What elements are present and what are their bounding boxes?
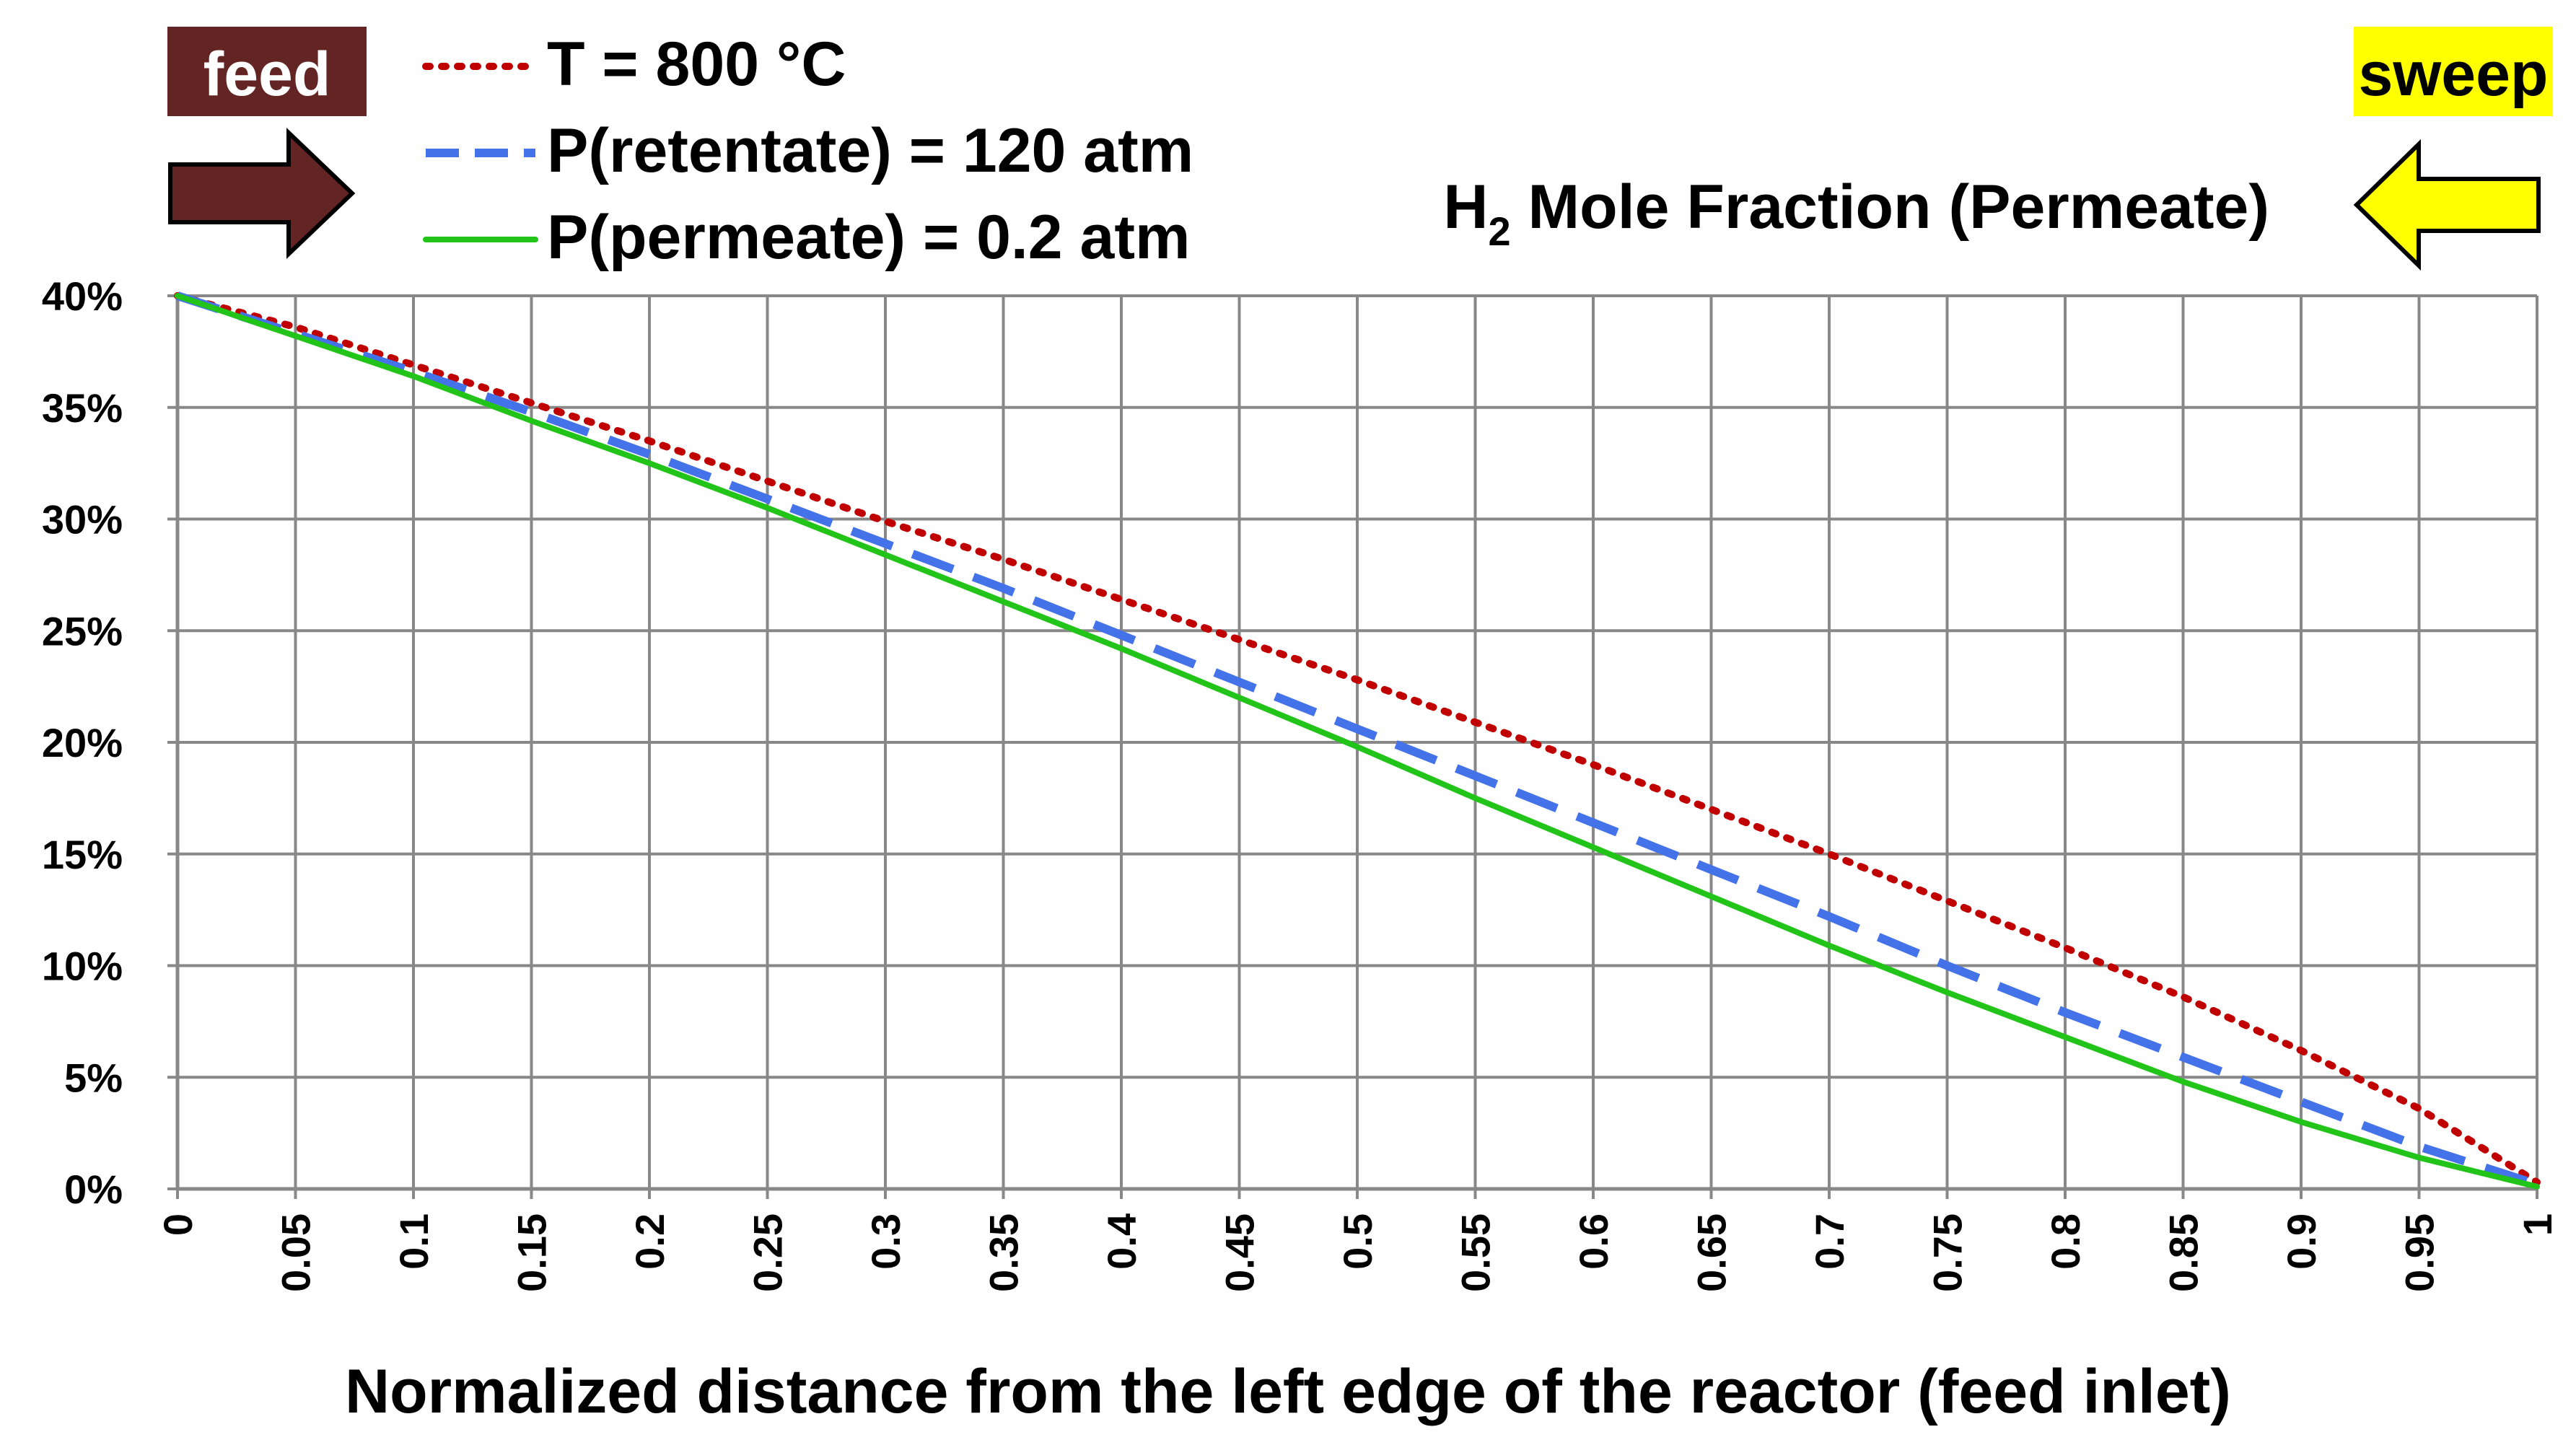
y-tick-label: 40% — [42, 273, 123, 319]
series-line-temperature — [174, 292, 2541, 1186]
chart-title: H2 Mole Fraction (Permeate) — [1443, 172, 2269, 254]
y-tick-label: 35% — [42, 385, 123, 431]
y-tick-label: 15% — [42, 832, 123, 877]
x-tick-label: 0.3 — [863, 1213, 908, 1270]
x-tick-label: 0.4 — [1099, 1213, 1144, 1270]
y-tick-label: 0% — [64, 1167, 123, 1212]
series-line-permeate — [175, 293, 2540, 1190]
x-tick-label: 0.7 — [1807, 1213, 1852, 1270]
x-tick-label: 0.75 — [1925, 1213, 1971, 1292]
y-tick-label: 30% — [42, 497, 123, 543]
sweep-label: sweep — [2359, 40, 2549, 109]
y-tick-label: 10% — [42, 944, 123, 989]
x-tick-label: 1 — [2515, 1213, 2560, 1236]
series-layer — [174, 291, 2541, 1190]
sweep-badge — [2354, 27, 2553, 116]
series-line-retentate — [176, 291, 2538, 1189]
x-tick-label: 0.8 — [2043, 1213, 2088, 1270]
y-tick-label: 25% — [42, 608, 123, 654]
x-tick-label: 0.55 — [1453, 1213, 1499, 1292]
feed-group: feed — [167, 27, 367, 260]
legend-label-temperature: T = 800 °C — [547, 30, 846, 99]
feed-arrow-icon — [168, 127, 356, 260]
feed-badge — [167, 27, 367, 116]
x-tick-label: 0.6 — [1571, 1213, 1616, 1270]
feed-label: feed — [203, 40, 331, 109]
grid-layer — [176, 294, 2538, 1190]
legend-label-retentate: P(retentate) = 120 atm — [547, 116, 1193, 185]
x-tick-label: 0.45 — [1217, 1213, 1263, 1292]
x-tick-label: 0.85 — [2161, 1213, 2207, 1292]
x-tick-label: 0.5 — [1335, 1213, 1380, 1270]
x-tick-label: 0.9 — [2279, 1213, 2324, 1270]
y-tick-label: 20% — [42, 720, 123, 765]
x-tick-label: 0 — [155, 1213, 201, 1236]
legend-label-permeate: P(permeate) = 0.2 atm — [547, 203, 1190, 272]
x-tick-label: 0.05 — [273, 1213, 319, 1292]
chart-title-rest: Mole Fraction (Permeate) — [1511, 172, 2269, 242]
x-tick-label: 0.1 — [391, 1213, 437, 1270]
x-tick-label: 0.2 — [627, 1213, 673, 1270]
legend: T = 800 °C P(retentate) = 120 atm P(perm… — [422, 30, 1193, 272]
x-axis-label: Normalized distance from the left edge o… — [345, 1357, 2231, 1426]
x-tick-label: 0.95 — [2397, 1213, 2443, 1292]
sweep-group: sweep — [2353, 27, 2553, 271]
chart-title-subscript: 2 — [1488, 208, 1510, 254]
x-tick-label: 0.65 — [1689, 1213, 1735, 1292]
axis-layer: 0% 5% 10% 15% 20% 25% 30% 35% 40% 0 0.05 0.1 0.15 0.2… — [42, 273, 2560, 1292]
sweep-arrow-icon — [2353, 139, 2541, 271]
x-tick-label: 0.25 — [745, 1213, 791, 1292]
x-tick-label: 0.35 — [981, 1213, 1027, 1292]
x-tick-label: 0.15 — [509, 1213, 555, 1292]
y-tick-label: 5% — [64, 1055, 123, 1100]
